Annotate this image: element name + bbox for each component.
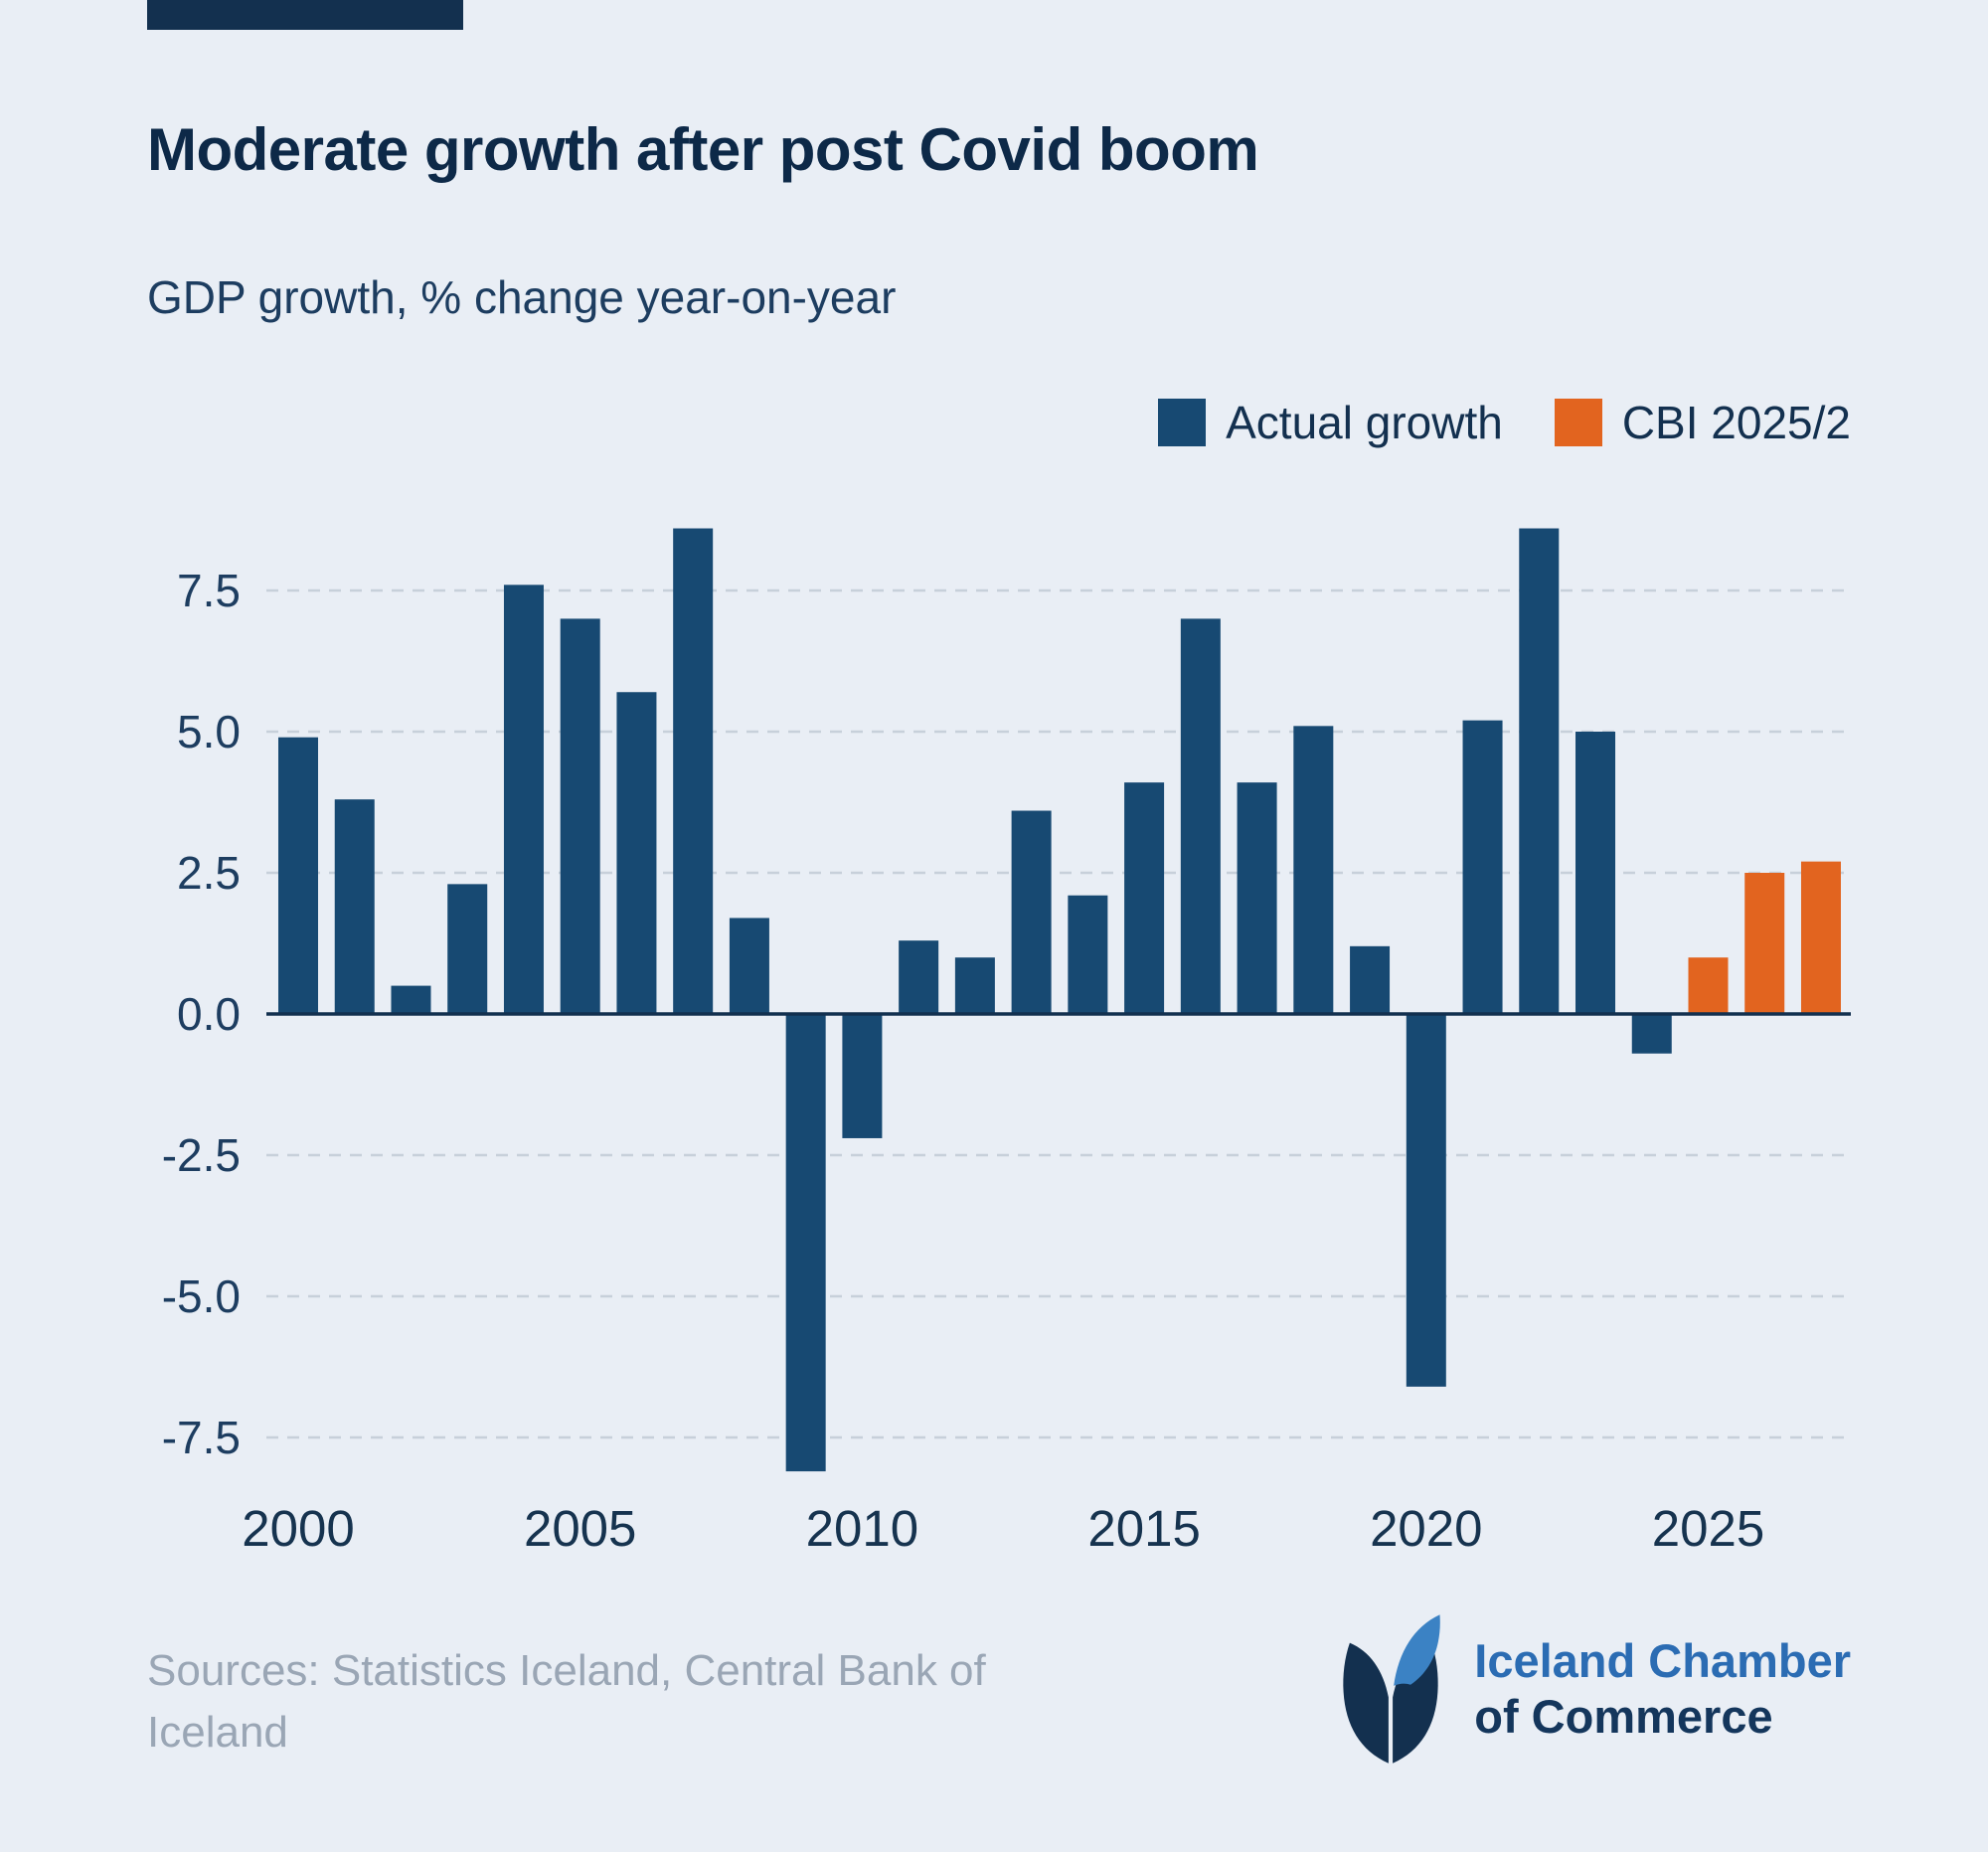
logo-line-1: Iceland Chamber: [1474, 1633, 1851, 1687]
logo-line-2: of Commerce: [1474, 1690, 1773, 1743]
bar-2022: [1519, 528, 1560, 1014]
bar-2007: [673, 528, 714, 1014]
x-tick-label-2005: 2005: [524, 1500, 636, 1557]
y-tick-label-2.5: 2.5: [177, 847, 241, 899]
bar-2013: [1011, 810, 1052, 1014]
x-tick-label-2020: 2020: [1370, 1500, 1482, 1557]
bar-2023: [1575, 732, 1616, 1014]
chart-subtitle: GDP growth, % change year-on-year: [147, 271, 897, 323]
bar-2000: [278, 737, 318, 1014]
bar-2016: [1180, 618, 1221, 1014]
sources-note: Sources: Statistics Iceland, Central Ban…: [147, 1646, 986, 1758]
bar-2010: [842, 1014, 883, 1138]
bar-2027: [1800, 861, 1841, 1014]
y-tick-label--2.5: -2.5: [162, 1129, 241, 1181]
legend-item-cbi-forecast: CBI 2025/2: [1554, 396, 1851, 449]
bar-2017: [1237, 782, 1277, 1014]
bar-2015: [1124, 782, 1165, 1014]
bar-2019: [1350, 945, 1391, 1014]
legend-item-actual-growth: Actual growth: [1158, 396, 1503, 449]
brand-accent-bar: [147, 0, 463, 30]
bar-2012: [954, 957, 995, 1014]
bar-2014: [1068, 895, 1108, 1014]
chamber-logo-text: Iceland Chamber of Commerce: [1474, 1633, 1851, 1746]
y-tick-label-0: 0.0: [177, 988, 241, 1040]
bar-2006: [616, 692, 657, 1014]
x-tick-label-2025: 2025: [1652, 1500, 1764, 1557]
x-tick-label-2015: 2015: [1087, 1500, 1200, 1557]
y-tick-label-5: 5.0: [177, 706, 241, 758]
legend-swatch-actual-growth: [1158, 399, 1207, 446]
bar-2004: [503, 585, 544, 1014]
bar-2001: [334, 799, 375, 1014]
bar-2011: [899, 940, 939, 1014]
legend-label-cbi-forecast: CBI 2025/2: [1621, 397, 1851, 448]
chamber-logo: Iceland Chamber of Commerce: [1333, 1610, 1851, 1768]
x-tick-label-2010: 2010: [806, 1500, 918, 1557]
bar-2003: [447, 884, 488, 1014]
bar-2021: [1462, 720, 1503, 1014]
legend-label-actual-growth: Actual growth: [1226, 397, 1503, 448]
bar-2009: [785, 1014, 826, 1472]
bar-2018: [1293, 726, 1334, 1014]
x-tick-label-2000: 2000: [242, 1500, 354, 1557]
y-tick-label--5: -5.0: [162, 1270, 241, 1322]
y-tick-label--7.5: -7.5: [162, 1412, 241, 1463]
chart-legend: Actual growth CBI 2025/2: [1158, 396, 1851, 449]
bar-2024: [1631, 1014, 1672, 1054]
legend-swatch-cbi-forecast: [1554, 399, 1602, 446]
y-tick-label-7.5: 7.5: [177, 565, 241, 616]
bar-2026: [1744, 873, 1785, 1014]
bar-2005: [560, 618, 600, 1014]
bar-2025: [1688, 957, 1729, 1014]
chart-title: Moderate growth after post Covid boom: [147, 116, 1259, 183]
bar-2020: [1406, 1014, 1446, 1387]
chamber-logo-icon: [1343, 1614, 1441, 1764]
bar-2002: [391, 985, 431, 1014]
bar-2008: [729, 918, 769, 1014]
